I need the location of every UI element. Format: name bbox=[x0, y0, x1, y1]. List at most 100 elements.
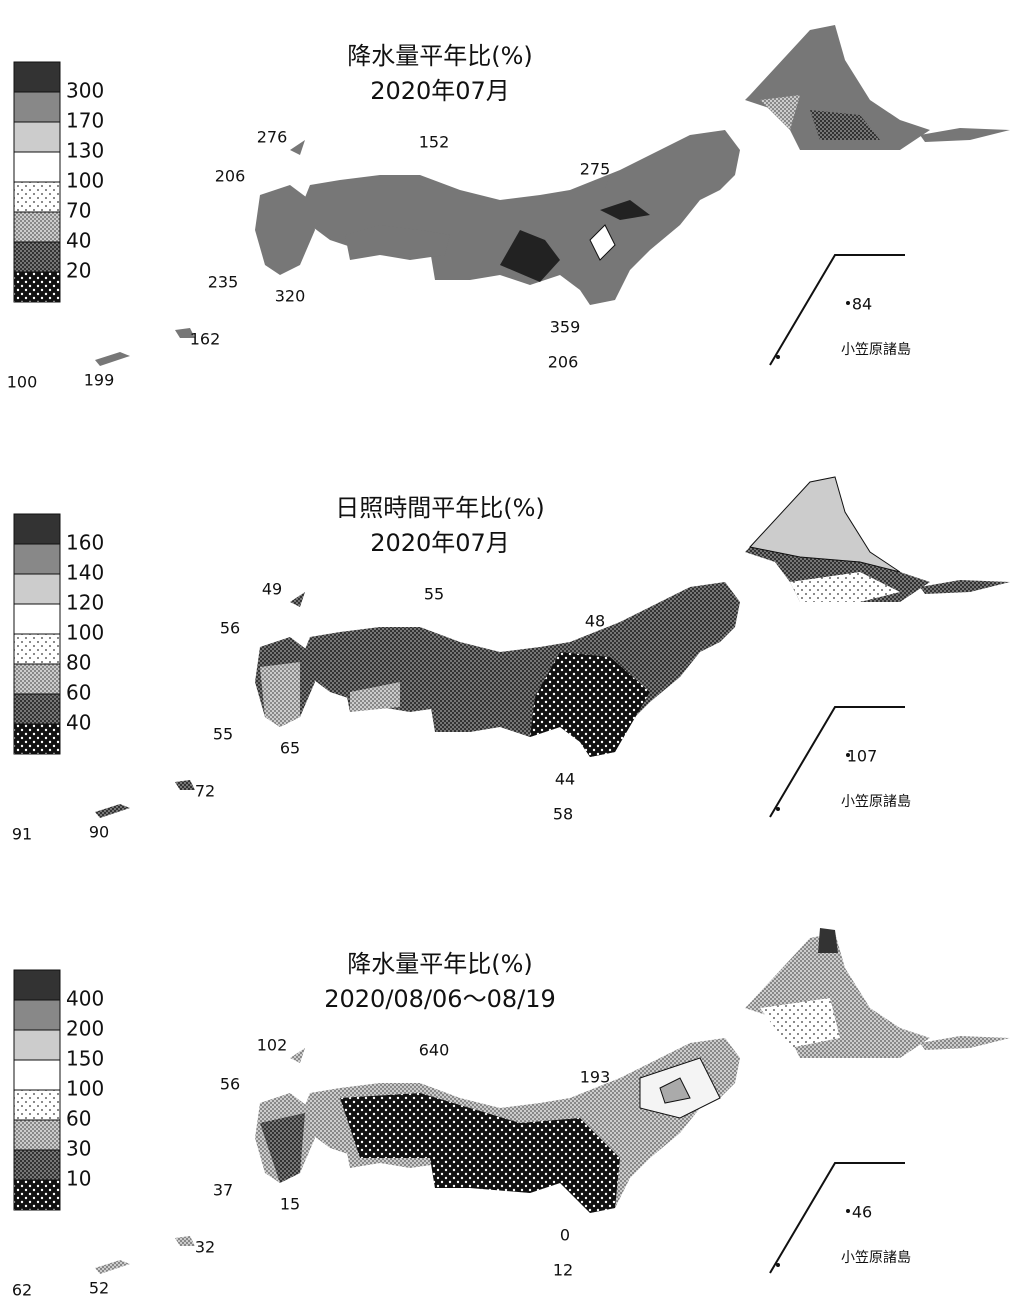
legend-swatch bbox=[13, 693, 61, 725]
legend-label: 200 bbox=[66, 1017, 104, 1041]
station-value: 84 bbox=[852, 295, 872, 314]
station-value: 162 bbox=[190, 330, 221, 349]
inset-label: 小笠原諸島 bbox=[841, 1250, 911, 1266]
station-value: 235 bbox=[208, 273, 239, 292]
shade-region bbox=[760, 998, 840, 1048]
station-value: 65 bbox=[280, 739, 300, 758]
map-subtitle: 2020年07月 bbox=[370, 529, 510, 557]
shade-region bbox=[810, 110, 880, 140]
legend-swatch bbox=[13, 999, 61, 1031]
legend-swatch bbox=[13, 1149, 61, 1181]
station-value: 320 bbox=[275, 287, 306, 306]
station-value: 107 bbox=[847, 747, 878, 766]
station-value: 206 bbox=[215, 167, 246, 186]
station-value: 276 bbox=[257, 128, 288, 147]
station-value: 49 bbox=[262, 580, 282, 599]
legend-label: 40 bbox=[66, 229, 91, 253]
map-panel: 降水量平年比(%) 2020年07月 300 170 130 100 70 40 20 276 20… bbox=[7, 25, 1010, 392]
legend-swatch bbox=[13, 663, 61, 695]
legend-swatch bbox=[13, 61, 61, 93]
station-value: 32 bbox=[195, 1238, 215, 1257]
legend-swatch bbox=[13, 543, 61, 575]
station-value: 90 bbox=[89, 823, 109, 842]
station-value: 62 bbox=[12, 1281, 32, 1300]
station-value: 58 bbox=[553, 805, 573, 824]
legend-label: 10 bbox=[66, 1167, 91, 1191]
map-subtitle: 2020/08/06～08/19 bbox=[324, 985, 556, 1013]
station-value: 55 bbox=[424, 585, 444, 604]
shade-region bbox=[760, 95, 800, 130]
shade-region bbox=[260, 1113, 305, 1183]
legend-swatch bbox=[13, 91, 61, 123]
legend-swatch bbox=[13, 723, 61, 755]
shade-region bbox=[500, 230, 560, 282]
legend-swatch bbox=[13, 181, 61, 213]
legend-swatch bbox=[13, 241, 61, 273]
station-value: 46 bbox=[852, 1203, 872, 1222]
legend-swatch bbox=[13, 121, 61, 153]
land bbox=[95, 477, 1010, 818]
legend-label: 300 bbox=[66, 79, 104, 103]
legend-label: 150 bbox=[66, 1047, 104, 1071]
shade-region bbox=[790, 572, 900, 602]
legend-label: 60 bbox=[66, 681, 91, 705]
shade-region bbox=[340, 1093, 620, 1213]
legend-label: 120 bbox=[66, 591, 104, 615]
legend-label: 130 bbox=[66, 139, 104, 163]
station-value: 56 bbox=[220, 619, 240, 638]
shade-region bbox=[530, 652, 650, 757]
map-subtitle: 2020年07月 bbox=[370, 77, 510, 105]
map-panel: 降水量平年比(%)2020/08/06～08/19400200150100603… bbox=[12, 928, 1010, 1300]
station-value: 72 bbox=[195, 782, 215, 801]
legend-swatch bbox=[13, 603, 61, 635]
station-value: 44 bbox=[555, 770, 575, 789]
map-panel: 日照時間平年比(%) 2020年07月 160 140 120 100 80 60 40 49 56… bbox=[12, 476, 1010, 844]
legend-swatch bbox=[13, 1179, 61, 1211]
legend-swatch bbox=[13, 151, 61, 183]
shade-region bbox=[589, 224, 616, 261]
shade-region bbox=[659, 1077, 691, 1104]
station-value: 102 bbox=[257, 1036, 288, 1055]
legend-label: 140 bbox=[66, 561, 104, 585]
shade-region bbox=[749, 476, 901, 573]
inset-label: 小笠原諸島 bbox=[841, 794, 911, 810]
inset-label: 小笠原諸島 bbox=[841, 342, 911, 358]
station-value: 48 bbox=[585, 612, 605, 631]
legend-swatch bbox=[13, 1059, 61, 1091]
legend-label: 80 bbox=[66, 651, 91, 675]
legend-swatch bbox=[13, 573, 61, 605]
shade-region bbox=[818, 928, 838, 953]
legend-label: 400 bbox=[66, 987, 104, 1011]
legend-swatch bbox=[13, 513, 61, 545]
legend-swatch bbox=[13, 969, 61, 1001]
legend-label: 100 bbox=[66, 1077, 104, 1101]
legend-swatch bbox=[13, 633, 61, 665]
station-value: 206 bbox=[548, 353, 579, 372]
station-value: 640 bbox=[419, 1041, 450, 1060]
legend-label: 60 bbox=[66, 1107, 91, 1131]
legend-swatch bbox=[13, 1089, 61, 1121]
map-title: 降水量平年比(%) bbox=[347, 42, 533, 70]
legend-label: 70 bbox=[66, 199, 91, 223]
shade-region bbox=[350, 682, 400, 712]
station-value: 193 bbox=[580, 1068, 611, 1087]
legend-label: 170 bbox=[66, 109, 104, 133]
map-title: 日照時間平年比(%) bbox=[335, 494, 545, 522]
station-value: 37 bbox=[213, 1181, 233, 1200]
station-value: 55 bbox=[213, 725, 233, 744]
shade-region bbox=[260, 662, 300, 727]
land bbox=[95, 25, 1010, 366]
shade-region bbox=[600, 200, 650, 220]
station-value: 52 bbox=[89, 1279, 109, 1298]
legend-swatch bbox=[13, 1029, 61, 1061]
legend-label: 100 bbox=[66, 169, 104, 193]
legend-label: 30 bbox=[66, 1137, 91, 1161]
legend-swatch bbox=[13, 1119, 61, 1151]
station-value: 12 bbox=[553, 1261, 573, 1280]
station-value: 100 bbox=[7, 373, 38, 392]
legend-label: 20 bbox=[66, 259, 91, 283]
map-title: 降水量平年比(%) bbox=[347, 950, 533, 978]
legend-swatch bbox=[13, 271, 61, 303]
station-value: 0 bbox=[560, 1226, 570, 1245]
